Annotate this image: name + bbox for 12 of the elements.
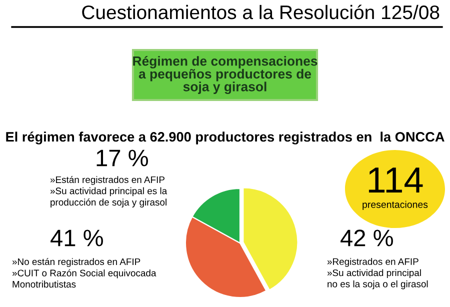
pie-slice: [242, 187, 298, 291]
data-label: 42 %: [340, 230, 393, 246]
chart-title: Cuestionamientos a la Resolución 125/08: [82, 4, 440, 20]
slice-label: »Están registrados en AFIP »Su actividad principal es la producción de soja y girasol: [50, 176, 168, 208]
text: El régimen favorece a 62.900 productores registrados en la ONCCA: [6, 132, 444, 144]
text: presentaciones: [362, 200, 428, 210]
data-label: 41 %: [50, 230, 103, 246]
text: 114: [368, 168, 423, 192]
slice-label: »Registrados en AFIP »Su actividad principal no es la soja o el girasol: [327, 258, 428, 290]
chart-subtitle: Régimen de compensaciones a pequeños productores de soja y girasol: [133, 56, 318, 94]
data-label: 17 %: [96, 150, 148, 166]
slice-label: »No están registrados en AFIP »CUIT o Razón Social equivocada Monotributistas: [12, 258, 156, 288]
